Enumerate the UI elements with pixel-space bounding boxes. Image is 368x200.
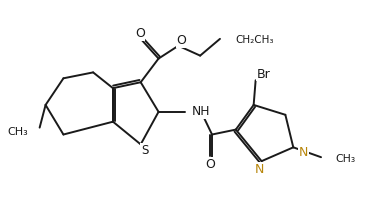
Text: CH₃: CH₃ bbox=[335, 154, 355, 164]
Text: N: N bbox=[298, 146, 308, 159]
Text: CH₂CH₃: CH₂CH₃ bbox=[236, 35, 274, 45]
Text: N: N bbox=[255, 163, 264, 176]
Text: O: O bbox=[205, 158, 215, 171]
Text: CH₃: CH₃ bbox=[7, 127, 28, 137]
Text: O: O bbox=[176, 34, 186, 47]
Text: S: S bbox=[141, 144, 148, 157]
Text: O: O bbox=[135, 27, 145, 40]
Text: Br: Br bbox=[257, 68, 270, 81]
Text: NH: NH bbox=[192, 105, 211, 118]
